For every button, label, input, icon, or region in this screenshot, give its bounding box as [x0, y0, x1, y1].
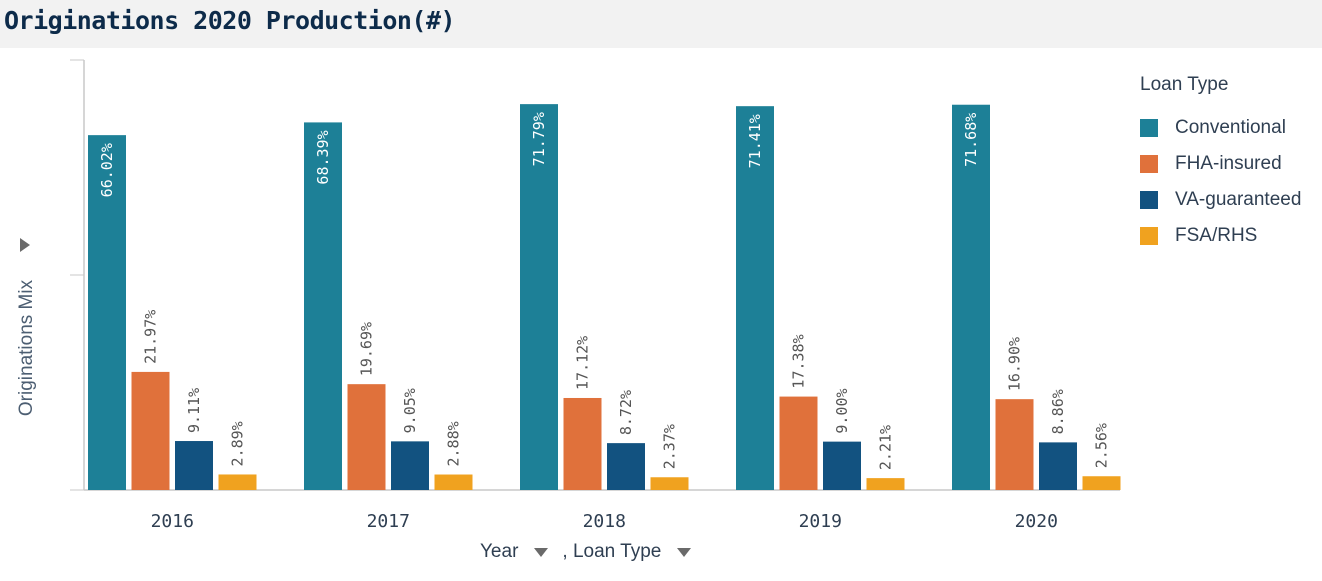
bar-fha-insured-2020	[995, 399, 1034, 490]
x-tick-2016: 2016	[151, 511, 194, 532]
bar-fha-insured-2018	[563, 397, 602, 490]
data-label-2017-2: 19.69%	[358, 322, 376, 376]
legend-swatch	[1140, 155, 1158, 173]
legend-swatch	[1140, 119, 1158, 137]
x-tick-2017: 2017	[367, 511, 410, 532]
x-axis-dimension-loan-type[interactable]: , Loan Type	[562, 541, 662, 562]
chart-panel: 66.02% 21.97% 9.11% 2.89% 68.39% 19.69% 9.05% 2…	[0, 48, 1322, 581]
bar-fsa-rhs-2020	[1082, 476, 1121, 490]
x-tick-2019: 2019	[799, 511, 842, 532]
legend-item-conventional[interactable]: Conventional	[1140, 110, 1301, 146]
bar-conventional-2017	[304, 122, 342, 490]
data-label-2019-3: 9.00%	[833, 388, 851, 433]
legend-label: FSA/RHS	[1175, 225, 1258, 246]
bar-va-guaranteed-2017	[391, 441, 429, 490]
legend: Loan Type Conventional FHA-insured VA-guar…	[1140, 74, 1301, 254]
bar-conventional-2019	[736, 106, 774, 490]
data-label-2018-1: 71.79%	[530, 112, 548, 166]
bar-fsa-rhs-2017	[434, 474, 473, 490]
legend-label: FHA-insured	[1175, 153, 1282, 174]
data-label-2020-3: 8.86%	[1049, 389, 1067, 434]
bar-conventional-2020	[952, 104, 990, 490]
data-label-2020-2: 16.90%	[1006, 337, 1024, 391]
bar-va-guaranteed-2019	[823, 441, 861, 490]
legend-title: Loan Type	[1140, 74, 1229, 95]
legend-item-fsa-rhs[interactable]: FSA/RHS	[1140, 218, 1301, 254]
y-axis-expand-icon[interactable]	[20, 238, 30, 252]
data-label-2018-3: 8.72%	[617, 390, 635, 435]
data-label-2018-2: 17.12%	[574, 336, 592, 390]
data-label-2016-4: 2.89%	[229, 421, 247, 466]
data-label-2017-1: 68.39%	[314, 130, 332, 184]
bar-fsa-rhs-2018	[650, 477, 689, 490]
x-axis-dimension-year[interactable]: Year	[480, 541, 519, 562]
legend-item-va-guaranteed[interactable]: VA-guaranteed	[1140, 182, 1301, 218]
loan-type-dropdown-icon[interactable]	[677, 547, 692, 557]
x-tick-2018: 2018	[583, 511, 626, 532]
bar-chart: 66.02% 21.97% 9.11% 2.89% 68.39% 19.69% 9.05% 2…	[70, 59, 1121, 532]
legend-label: VA-guaranteed	[1175, 189, 1302, 210]
legend-label: Conventional	[1175, 117, 1286, 138]
legend-swatch	[1140, 227, 1158, 245]
data-label-2019-2: 17.38%	[790, 334, 808, 388]
x-tick-2020: 2020	[1015, 511, 1058, 532]
year-dropdown-icon[interactable]	[534, 547, 549, 557]
bar-va-guaranteed-2020	[1039, 442, 1077, 490]
bar-fha-insured-2016	[131, 371, 170, 490]
data-label-2017-3: 9.05%	[401, 388, 419, 433]
data-label-2018-4: 2.37%	[661, 424, 679, 469]
bar-conventional-2018	[520, 104, 558, 490]
legend-item-fha-insured[interactable]: FHA-insured	[1140, 146, 1301, 182]
data-label-2016-3: 9.11%	[185, 388, 203, 433]
bar-va-guaranteed-2018	[607, 443, 645, 490]
data-label-2019-1: 71.41%	[746, 114, 764, 168]
x-axis-title: Year , Loan Type	[480, 541, 705, 563]
bar-conventional-2016	[88, 135, 126, 490]
data-label-2016-1: 66.02%	[98, 143, 116, 197]
data-label-2020-4: 2.56%	[1093, 423, 1111, 468]
y-axis-title[interactable]: Originations Mix	[16, 279, 37, 417]
bar-fha-insured-2019	[779, 396, 818, 490]
bar-fsa-rhs-2019	[866, 478, 905, 490]
bar-va-guaranteed-2016	[175, 441, 213, 490]
data-label-2020-1: 71.68%	[962, 113, 980, 167]
bar-fha-insured-2017	[347, 384, 386, 490]
data-label-2016-2: 21.97%	[142, 310, 160, 364]
chart-title: Originations 2020 Production(#)	[4, 6, 456, 35]
data-label-2019-4: 2.21%	[877, 425, 895, 470]
bar-fsa-rhs-2016	[218, 474, 257, 490]
legend-swatch	[1140, 191, 1158, 209]
data-label-2017-4: 2.88%	[445, 421, 463, 466]
